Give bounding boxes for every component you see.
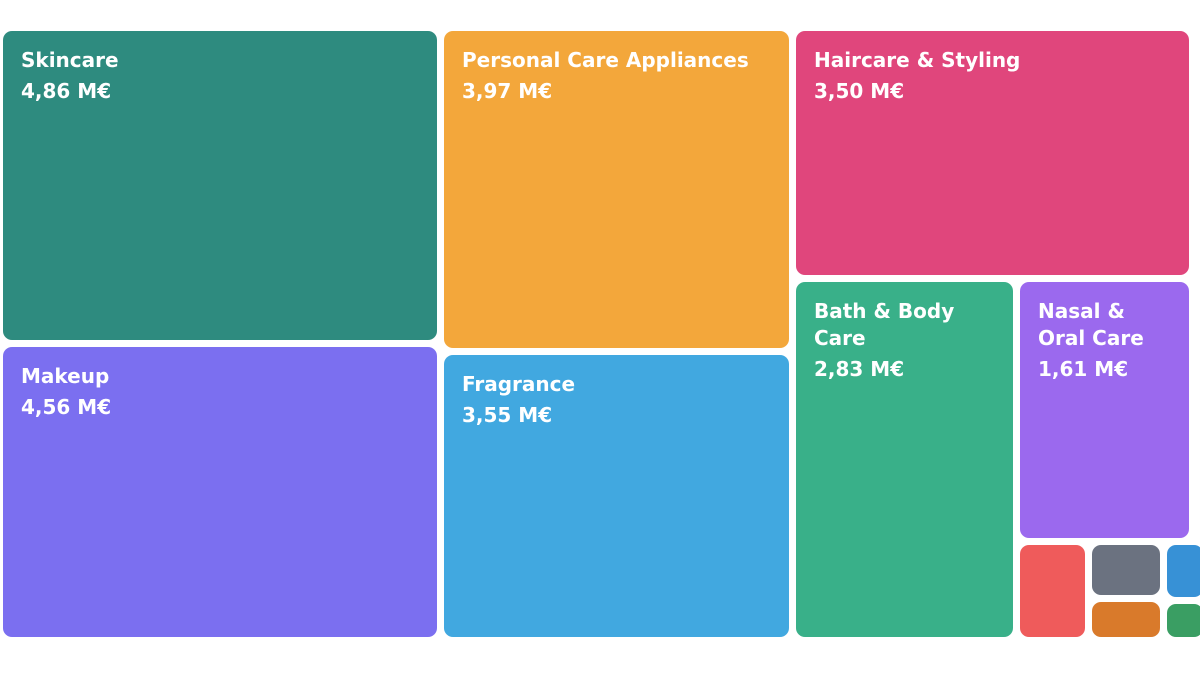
tile-value: 3,50 M€ <box>814 79 905 103</box>
tile-haircare-and-styling: Haircare & Styling 3,50 M€ <box>796 31 1189 275</box>
tile-makeup: Makeup 4,56 M€ <box>3 347 437 637</box>
tile-label: Makeup <box>21 364 110 388</box>
tile-nasal-and-oral-care: Nasal & Oral Care 1,61 M€ <box>1020 282 1189 538</box>
tile-label: Fragrance <box>462 372 576 396</box>
tile-value: 2,83 M€ <box>814 357 905 381</box>
tile-value: 3,55 M€ <box>462 403 553 427</box>
tile-bath-and-body-care: Bath & Body Care 2,83 M€ <box>796 282 1013 637</box>
tile-minor-11 <box>1167 545 1200 597</box>
tile-value: 3,97 M€ <box>462 79 553 103</box>
tile-minor-12 <box>1167 604 1200 637</box>
tile-label: Personal Care Appliances <box>462 48 749 72</box>
tile-value: 4,86 M€ <box>21 79 112 103</box>
tile-value: 4,56 M€ <box>21 395 112 419</box>
tile-label: Bath & Body Care <box>814 299 955 350</box>
tile-value: 1,61 M€ <box>1038 357 1129 381</box>
tile-label: Haircare & Styling <box>814 48 1021 72</box>
tile-personal-care-appliances: Personal Care Appliances 3,97 M€ <box>444 31 789 348</box>
tile-minor-10 <box>1092 602 1160 637</box>
tile-minor-9 <box>1092 545 1160 595</box>
tile-minor-8 <box>1020 545 1085 637</box>
tile-skincare: Skincare 4,86 M€ <box>3 31 437 340</box>
tile-fragrance: Fragrance 3,55 M€ <box>444 355 789 637</box>
tile-label: Skincare <box>21 48 119 72</box>
tile-label: Nasal & Oral Care <box>1038 299 1144 350</box>
